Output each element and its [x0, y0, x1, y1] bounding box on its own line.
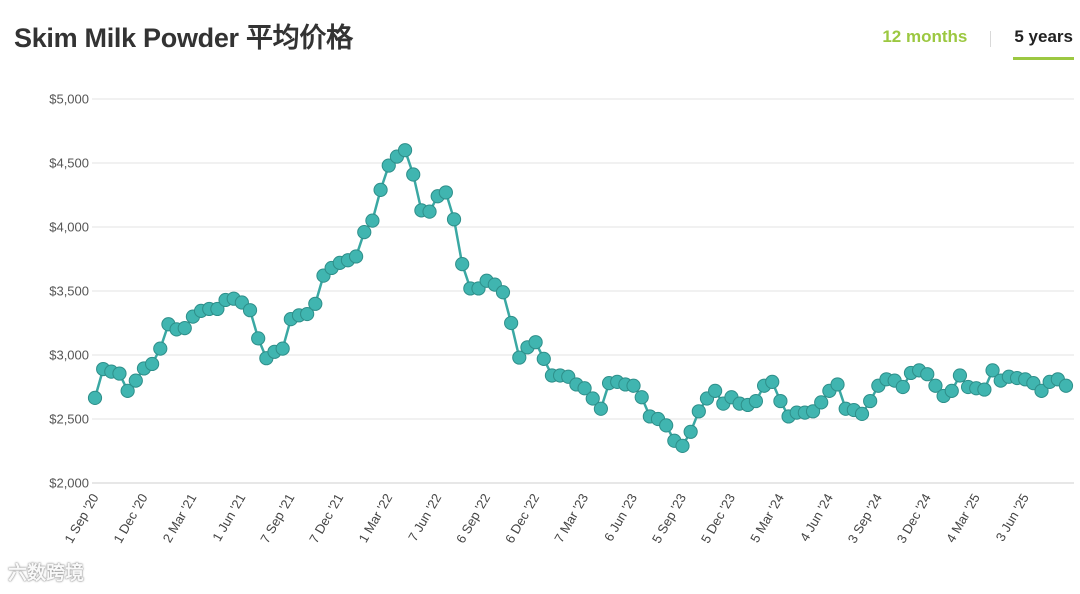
data-point[interactable] [504, 315, 519, 331]
data-point[interactable] [242, 303, 258, 318]
data-point[interactable] [1058, 378, 1074, 393]
data-point[interactable] [536, 351, 551, 366]
data-point[interactable] [300, 306, 315, 322]
y-tick-label: $3,500 [49, 284, 89, 299]
time-range-tabs: 12 months 5 years [881, 27, 1074, 60]
x-tick-label: 1 Jun '21 [209, 491, 248, 544]
y-tick-label: $4,500 [49, 156, 89, 171]
x-tick-label: 6 Dec '22 [502, 491, 542, 546]
data-point[interactable] [977, 382, 992, 397]
data-point[interactable] [422, 204, 437, 219]
data-point[interactable] [854, 406, 870, 421]
data-point[interactable] [708, 383, 723, 398]
data-point[interactable] [626, 378, 641, 393]
x-tick-label: 4 Mar '25 [943, 491, 983, 545]
x-tick-label: 1 Mar '22 [355, 491, 395, 545]
data-point[interactable] [773, 393, 788, 409]
x-tick-label: 2 Mar '21 [160, 491, 200, 545]
data-point[interactable] [87, 390, 103, 405]
tab-5-years[interactable]: 5 years [1013, 27, 1074, 60]
x-tick-label: 7 Jun '22 [405, 491, 444, 544]
y-axis-tick-labels: $2,000 $2,500 $3,000 $3,500 $4,000 $4,500 $5,0… [49, 92, 89, 491]
data-point[interactable] [577, 381, 592, 396]
data-point[interactable] [748, 393, 764, 409]
data-point[interactable] [895, 379, 910, 395]
page-title: Skim Milk Powder 平均价格 [14, 23, 353, 53]
data-point[interactable] [145, 356, 160, 372]
data-point[interactable] [455, 257, 470, 272]
x-tick-label: 3 Jun '25 [993, 491, 1032, 544]
data-point[interactable] [406, 167, 421, 182]
data-point[interactable] [349, 249, 364, 264]
data-point[interactable] [446, 212, 462, 227]
y-tick-label: $4,000 [49, 220, 89, 235]
watermark-logo: 六数跨境 [8, 563, 85, 584]
y-tick-label: $2,000 [49, 476, 89, 491]
x-tick-label: 7 Mar '23 [551, 491, 591, 545]
y-tick-label: $2,500 [49, 412, 89, 427]
data-point[interactable] [585, 391, 600, 406]
data-point[interactable] [308, 296, 323, 311]
x-tick-label: 1 Sep '20 [61, 491, 101, 546]
x-axis-tick-labels: 1 Sep '20 1 Dec '20 2 Mar '21 1 Jun '21 7 Se… [61, 491, 1031, 546]
gridlines [92, 98, 1074, 484]
data-point[interactable] [357, 225, 372, 240]
x-tick-label: 6 Jun '23 [601, 491, 640, 544]
data-point[interactable] [438, 185, 453, 200]
data-point[interactable] [659, 418, 674, 433]
data-point[interactable] [112, 366, 127, 381]
data-point[interactable] [397, 143, 413, 158]
data-point[interactable] [177, 321, 192, 336]
x-tick-label: 5 Mar '24 [747, 491, 787, 545]
x-tick-label: 3 Dec '24 [894, 491, 934, 546]
data-point[interactable] [120, 383, 135, 398]
data-point[interactable] [528, 335, 543, 350]
series-price [87, 143, 1074, 453]
tab-divider [990, 31, 992, 47]
data-point[interactable] [634, 390, 649, 405]
x-tick-label: 6 Sep '22 [453, 491, 493, 546]
data-point[interactable] [251, 331, 266, 346]
data-point[interactable] [765, 374, 780, 389]
x-tick-label: 5 Dec '23 [698, 491, 738, 546]
data-point[interactable] [928, 378, 943, 393]
data-point[interactable] [985, 363, 1000, 378]
x-tick-label: 4 Jun '24 [797, 491, 836, 544]
data-point[interactable] [920, 367, 935, 382]
data-point[interactable] [814, 395, 829, 410]
data-point[interactable] [210, 301, 225, 317]
data-point[interactable] [691, 404, 706, 419]
data-point[interactable] [275, 341, 290, 356]
x-tick-label: 3 Sep '24 [845, 491, 885, 546]
data-point[interactable] [944, 383, 959, 398]
y-tick-label: $3,000 [49, 348, 89, 363]
data-point[interactable] [153, 341, 168, 356]
x-tick-label: 7 Sep '21 [257, 491, 297, 546]
data-point[interactable] [952, 368, 968, 383]
x-tick-label: 5 Sep '23 [649, 491, 689, 546]
data-point[interactable] [128, 373, 143, 388]
x-tick-label: 7 Dec '21 [306, 491, 346, 546]
data-point[interactable] [365, 213, 380, 228]
data-point[interactable] [593, 401, 608, 416]
data-point[interactable] [863, 393, 878, 409]
data-point[interactable] [1034, 383, 1049, 398]
data-point[interactable] [675, 438, 690, 453]
y-tick-label: $5,000 [49, 92, 89, 107]
data-point[interactable] [495, 285, 511, 300]
x-tick-label: 1 Dec '20 [110, 491, 150, 546]
data-point[interactable] [381, 158, 396, 173]
tab-12-months[interactable]: 12 months [882, 27, 968, 46]
data-point[interactable] [683, 424, 698, 439]
data-point[interactable] [830, 377, 845, 392]
data-point[interactable] [512, 350, 527, 365]
data-point[interactable] [373, 182, 388, 197]
data-point[interactable] [805, 404, 821, 419]
